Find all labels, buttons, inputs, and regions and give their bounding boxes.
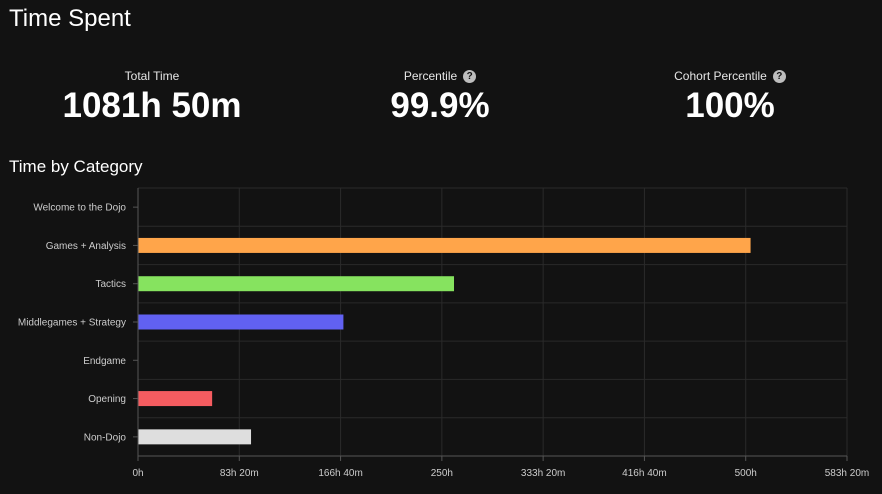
y-tick-label: Opening: [88, 394, 126, 405]
page-title: Time Spent: [9, 5, 131, 32]
y-tick-label: Endgame: [83, 356, 126, 367]
bar-non-dojo: [138, 429, 252, 445]
x-tick-label: 500h: [735, 468, 757, 479]
stat-label: Total Time: [125, 66, 180, 86]
question-circle-icon[interactable]: ?: [463, 69, 477, 83]
x-tick-label: 416h 40m: [622, 468, 666, 479]
x-tick-label: 333h 20m: [521, 468, 565, 479]
y-tick-label: Welcome to the Dojo: [33, 203, 126, 214]
x-tick-label: 166h 40m: [318, 468, 362, 479]
bar-games-analysis: [138, 237, 751, 253]
section-title: Time by Category: [9, 157, 143, 176]
bar-tactics: [138, 276, 455, 292]
stat-value: 99.9%: [390, 86, 490, 125]
y-tick-label: Tactics: [95, 279, 126, 290]
bar-opening: [138, 391, 213, 407]
x-tick-label: 250h: [431, 468, 453, 479]
x-tick-label: 83h 20m: [220, 468, 259, 479]
stat-label: Percentile ?: [403, 66, 477, 86]
x-tick-label: 0h: [132, 468, 143, 479]
stat-cohort-percentile: Cohort Percentile ? 100%: [600, 66, 860, 125]
stats-row: Total Time 1081h 50m Percentile ? 99.9% …: [0, 66, 882, 126]
stat-label-text: Percentile: [403, 69, 458, 83]
y-tick-label: Games + Analysis: [46, 241, 126, 252]
time-by-category-chart: 0h 83h 20m 166h 40m 250h 333h 20m 416h 40m 500…: [18, 187, 869, 479]
y-tick-label: Non-Dojo: [84, 432, 127, 443]
stat-value: 100%: [685, 86, 775, 125]
bar-middlegames-strategy: [138, 314, 344, 330]
stat-label: Cohort Percentile ?: [674, 66, 786, 86]
stat-percentile: Percentile ? 99.9%: [310, 66, 570, 125]
stat-label-text: Cohort Percentile: [674, 69, 767, 83]
stat-value: 1081h 50m: [62, 86, 242, 125]
y-tick-label: Middlegames + Strategy: [18, 318, 126, 329]
question-circle-icon[interactable]: ?: [772, 69, 786, 83]
stat-total-time: Total Time 1081h 50m: [22, 66, 282, 125]
x-tick-label: 583h 20m: [825, 468, 869, 479]
stat-label-text: Total Time: [124, 69, 180, 83]
